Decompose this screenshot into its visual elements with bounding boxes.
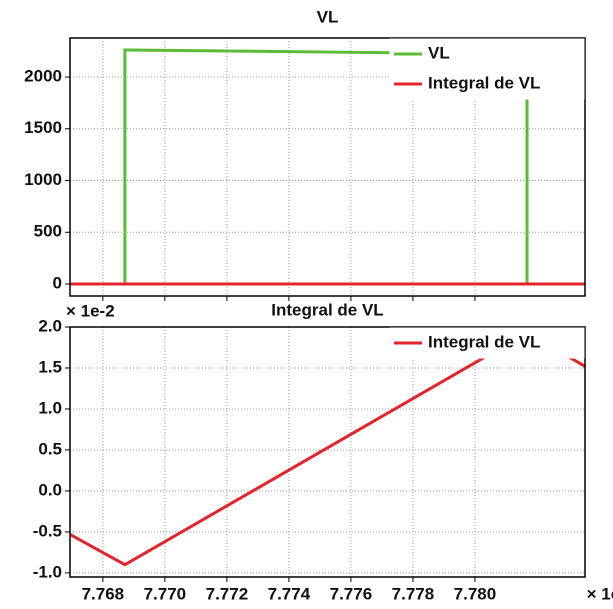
y-tick-label: 2000 (24, 67, 62, 86)
y-tick-label: -0.5 (33, 521, 62, 540)
x-tick-label: 7.774 (268, 584, 311, 603)
y-multiplier: × 1e-2 (66, 301, 115, 320)
legend-box (389, 38, 585, 100)
x-tick-label: 7.772 (206, 584, 249, 603)
x-tick-label: 7.768 (82, 584, 125, 603)
y-tick-label: 0.5 (38, 439, 62, 458)
y-tick-label: -1.0 (33, 562, 62, 581)
y-tick-label: 2.0 (38, 316, 62, 335)
chart-title: Integral de VL (271, 300, 383, 319)
x-tick-label: 7.776 (330, 584, 373, 603)
data-line (69, 331, 586, 567)
legend-box (389, 327, 585, 359)
y-tick-label: 500 (34, 222, 62, 241)
y-tick-label: 1.5 (38, 357, 62, 376)
y-tick-label: 0 (53, 273, 62, 292)
plot-frame (69, 326, 586, 578)
y-tick-label: 1500 (24, 118, 62, 137)
legend-label: VL (428, 43, 450, 62)
x-tick-label: 7.778 (392, 584, 435, 603)
legend-label: Integral de VL (428, 332, 540, 351)
plot-frame (69, 37, 586, 297)
x-tick-label: 7.780 (454, 584, 497, 603)
y-tick-label: 1.0 (38, 398, 62, 417)
x-multiplier: × 1e-3 (587, 584, 613, 603)
x-tick-label: 7.770 (144, 584, 187, 603)
legend-label: Integral de VL (428, 73, 540, 92)
y-tick-label: 0.0 (38, 480, 62, 499)
y-tick-label: 1000 (24, 170, 62, 189)
chart-title: VL (317, 7, 339, 26)
